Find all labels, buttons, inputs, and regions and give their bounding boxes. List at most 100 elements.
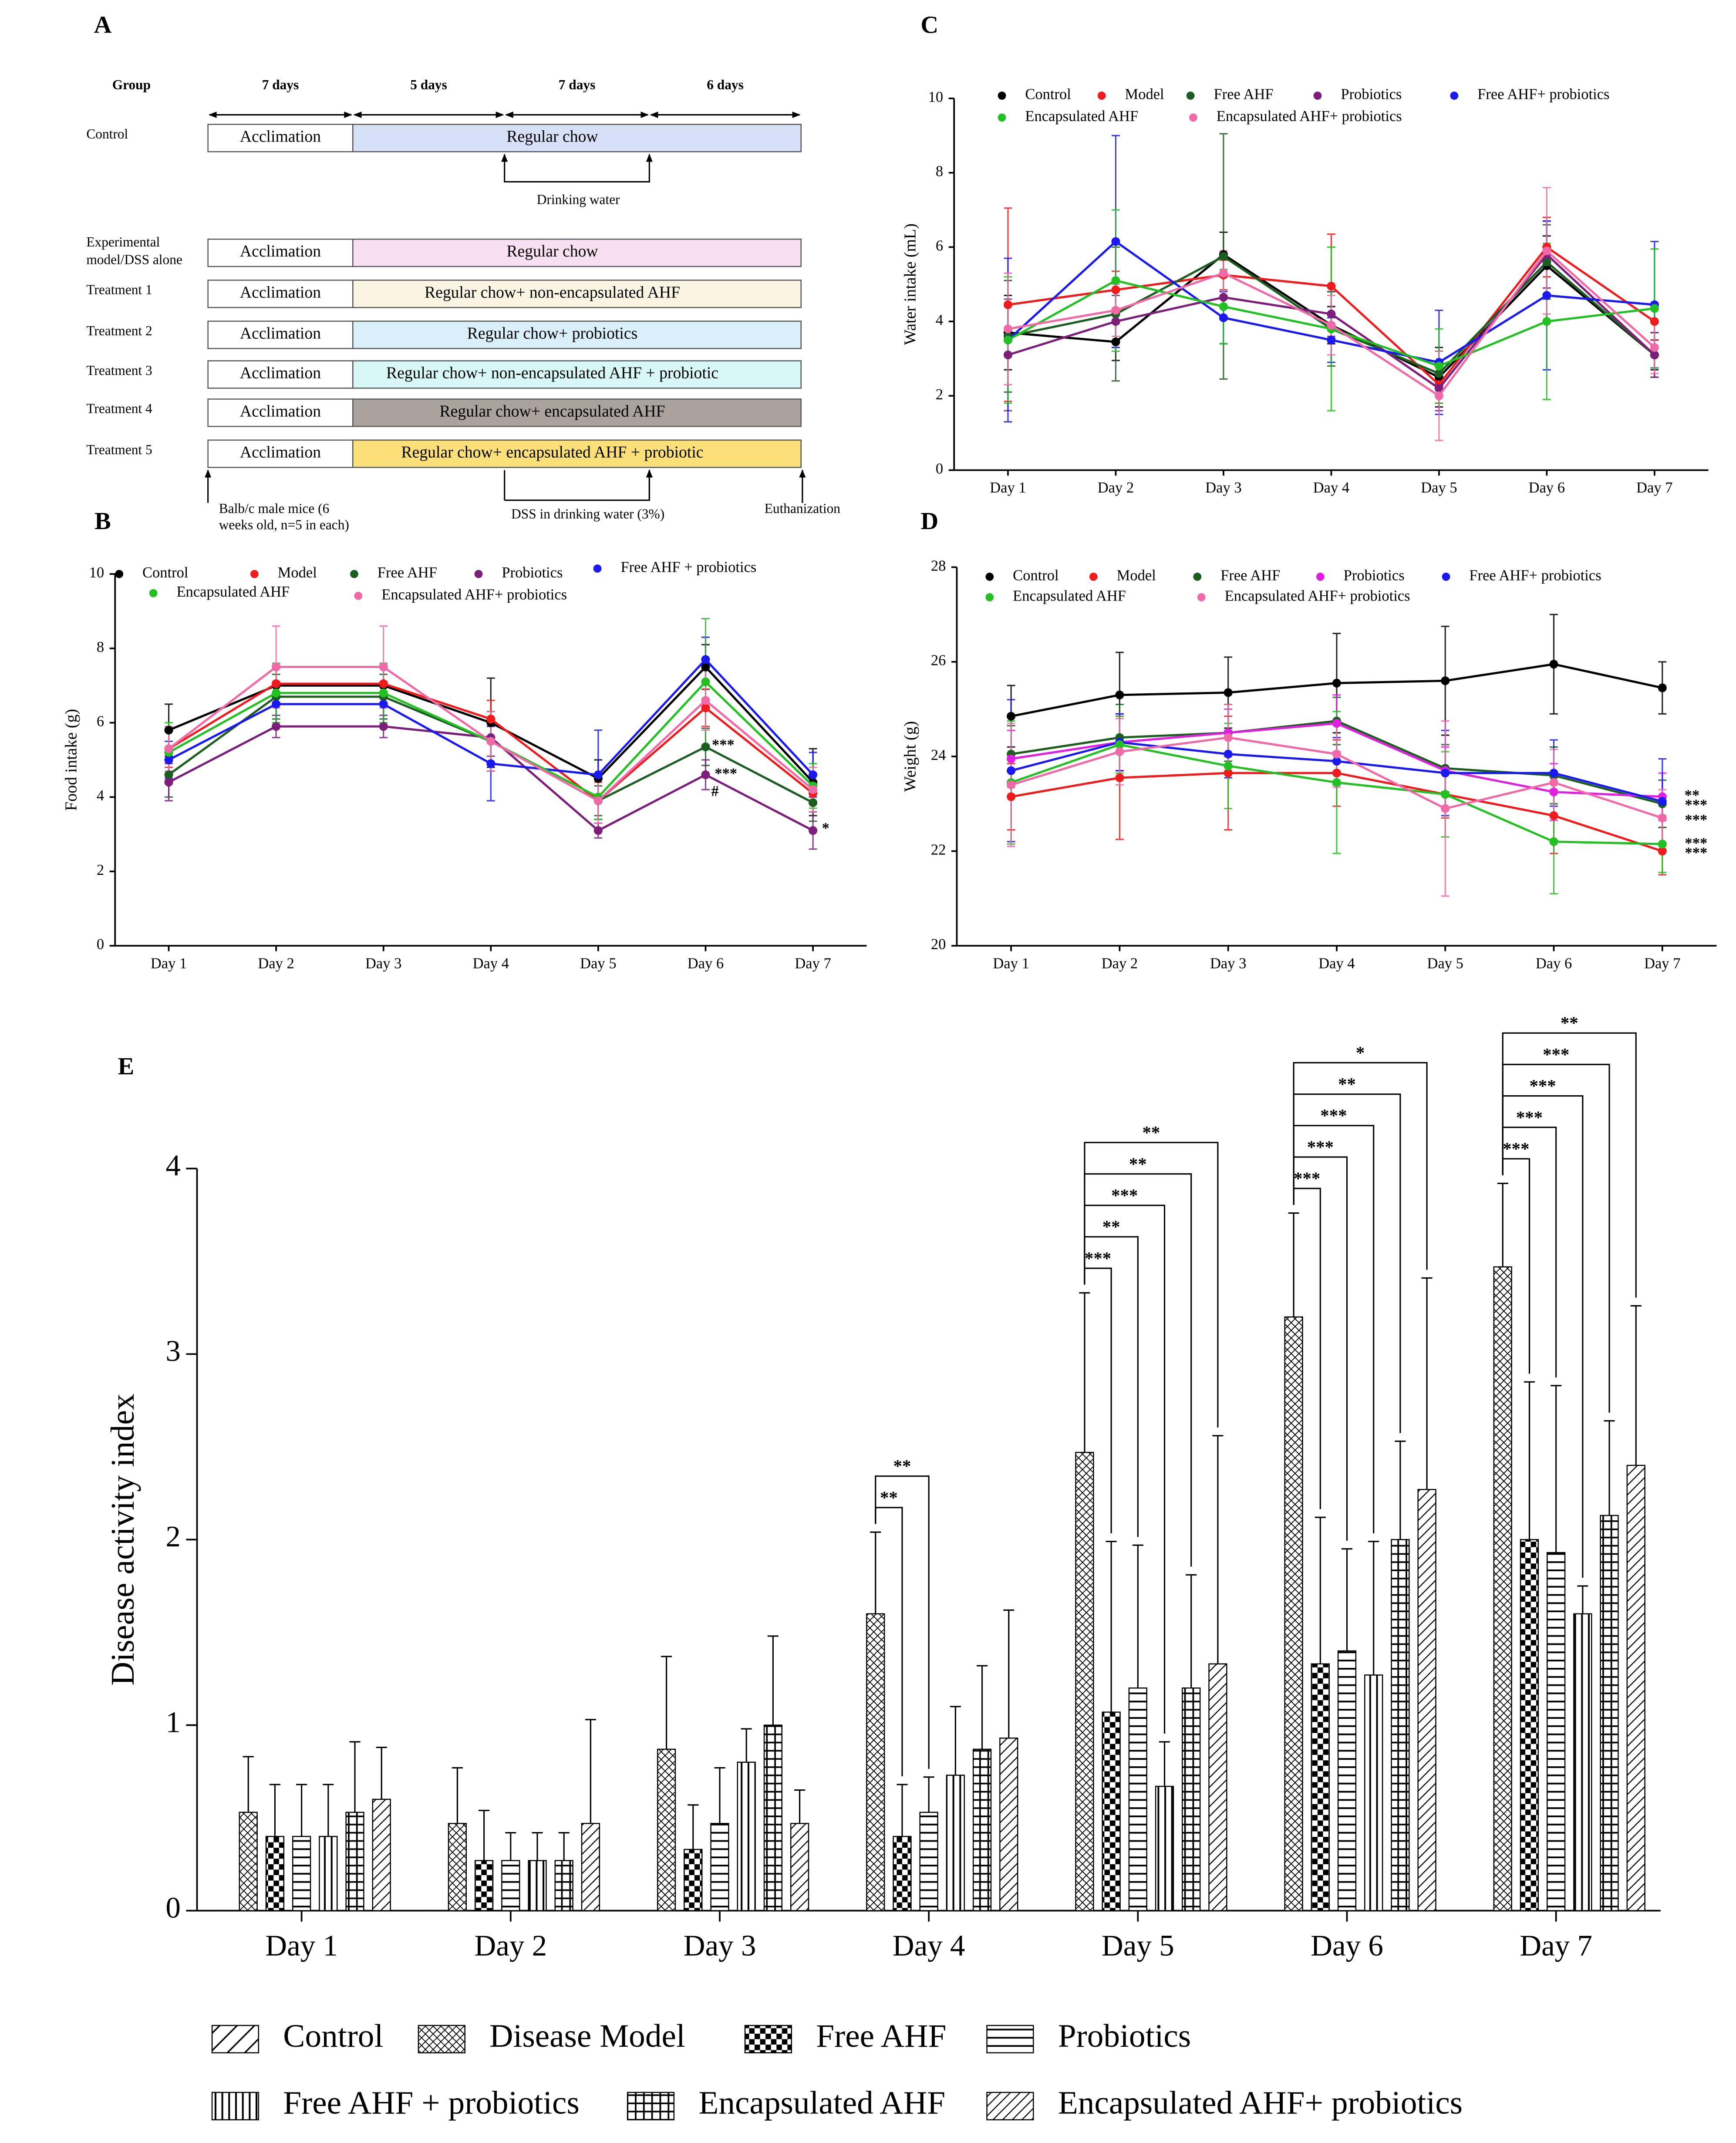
legend-marker <box>593 564 602 573</box>
bar <box>893 1836 912 1911</box>
annotation: *** <box>712 736 735 753</box>
point <box>701 662 710 672</box>
phase-label: Regular chow+ encapsulated AHF <box>440 402 665 420</box>
error-bar <box>1003 1609 1015 1738</box>
error-bar <box>452 1767 463 1824</box>
significance-label: *** <box>1307 1137 1334 1157</box>
legend-label: Model <box>278 564 317 581</box>
error-bar <box>323 1784 334 1837</box>
legend-marker <box>474 570 483 578</box>
treatment-box <box>352 360 802 389</box>
error-bar <box>1079 1292 1090 1453</box>
bar <box>684 1849 703 1911</box>
x-tick-label: Day 4 <box>1318 955 1355 972</box>
error-bar <box>1497 1182 1508 1267</box>
legend-marker <box>1193 572 1202 581</box>
phase-label: Acclimation <box>240 364 321 382</box>
note: Euthanization <box>765 501 841 516</box>
legend-label: Free AHF+ probiotics <box>1469 567 1601 584</box>
x-tick-label: Day 7 <box>795 955 831 972</box>
significance-label: ** <box>1102 1217 1120 1237</box>
point <box>379 688 388 698</box>
legend-marker <box>985 593 994 601</box>
point <box>1115 690 1124 699</box>
legend-label: Free AHF <box>816 2018 946 2054</box>
error-bar <box>767 1635 779 1725</box>
error-bar <box>376 1746 387 1799</box>
x-tick-label: Day 1 <box>151 955 187 972</box>
error-bar <box>1159 1741 1170 1787</box>
point <box>1332 756 1342 766</box>
point <box>1658 847 1667 856</box>
point <box>701 742 710 752</box>
legend-marker <box>1186 91 1195 100</box>
error-bar <box>532 1832 543 1861</box>
y-tick-label: 24 <box>931 747 946 763</box>
legend-marker <box>998 91 1006 100</box>
point <box>379 662 388 672</box>
phase-label: Acclimation <box>240 443 321 462</box>
point <box>1658 813 1667 823</box>
error-bar <box>741 1728 752 1762</box>
point <box>1441 790 1450 799</box>
point <box>1332 769 1342 778</box>
bar <box>554 1860 573 1911</box>
acclimation-box <box>207 321 354 349</box>
annotation: ** <box>1685 787 1700 804</box>
significance-label: *** <box>1320 1106 1347 1125</box>
bar <box>1128 1687 1147 1911</box>
annotation: *** <box>1685 835 1707 851</box>
x-tick-label: Day 1 <box>265 1929 338 1962</box>
error-bar <box>1421 1277 1433 1490</box>
legend-label: Encapsulated AHF <box>1025 108 1138 125</box>
bar <box>1337 1650 1357 1911</box>
bar <box>1417 1489 1436 1911</box>
y-tick-label: 8 <box>97 639 104 655</box>
x-tick-label: Day 3 <box>365 955 401 972</box>
significance-label: ** <box>893 1456 911 1476</box>
error-bar <box>296 1784 307 1837</box>
x-tick-label: Day 2 <box>1102 955 1138 972</box>
bar <box>1520 1539 1539 1911</box>
point <box>1327 310 1336 319</box>
point <box>809 826 818 835</box>
panel-label: E <box>118 1053 135 1080</box>
point <box>1224 688 1233 697</box>
legend-label: Encapsulated AHF+ probiotics <box>1217 108 1402 125</box>
point <box>1219 293 1228 302</box>
x-tick-label: Day 7 <box>1644 955 1680 972</box>
point <box>1007 712 1016 721</box>
point <box>486 715 496 724</box>
point <box>1219 313 1228 322</box>
phase-label: Acclimation <box>240 283 321 301</box>
bar <box>265 1836 285 1911</box>
point <box>272 662 281 672</box>
phase-label: Regular chow+ non-encapsulated AHF + pro… <box>386 364 718 382</box>
bar <box>239 1812 258 1911</box>
legend-marker <box>350 570 358 578</box>
y-tick-label: 2 <box>165 1519 181 1553</box>
point <box>164 770 173 780</box>
error-bar <box>1630 1305 1642 1465</box>
group-label: Treatment 3 <box>86 363 152 378</box>
point <box>1658 797 1667 806</box>
legend-label: Encapsulated AHF+ probiotics <box>1058 2085 1463 2121</box>
acclimation-box <box>207 398 354 427</box>
y-tick-label: 0 <box>936 461 943 477</box>
y-tick-label: 0 <box>165 1890 181 1924</box>
bar <box>1155 1785 1174 1911</box>
significance-label: *** <box>1085 1249 1111 1268</box>
point <box>809 785 818 794</box>
group-label: Treatment 5 <box>86 442 152 457</box>
point <box>1327 282 1336 291</box>
x-tick-label: Day 3 <box>1210 955 1246 972</box>
annotation: # <box>711 783 718 800</box>
point <box>809 798 818 807</box>
legend-label: Free AHF+ probiotics <box>1477 86 1609 103</box>
x-tick-label: Day 6 <box>1311 1929 1383 1962</box>
error-bar <box>661 1656 672 1749</box>
point <box>1007 780 1016 790</box>
bar <box>345 1812 364 1911</box>
legend-label: Probiotics <box>1058 2018 1191 2054</box>
point <box>701 703 710 712</box>
